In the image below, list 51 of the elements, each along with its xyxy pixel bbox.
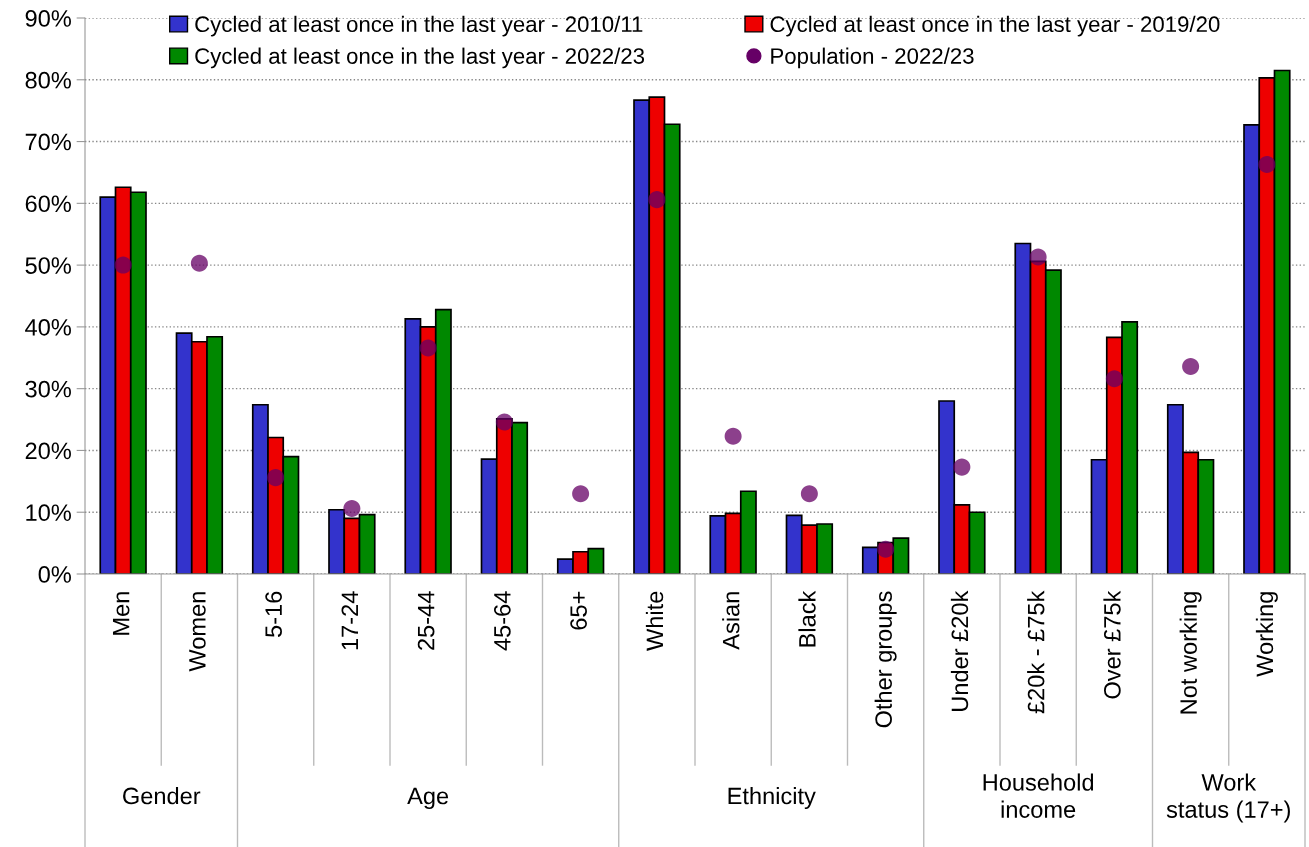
text: Ethnicity <box>728 786 816 810</box>
point <box>419 339 437 357</box>
text: Gender <box>123 786 201 805</box>
point <box>267 469 285 487</box>
x-tick-label: Men <box>112 592 130 635</box>
point <box>1258 155 1276 173</box>
x-tick-label: Asian <box>722 592 740 650</box>
point <box>495 413 513 431</box>
point <box>1105 370 1123 388</box>
text: Household income <box>983 773 1094 818</box>
legend-label: Cycled at least once in the last year - 2022/23 <box>195 47 645 69</box>
legend-label: Cycled at least once in the last year - 2010/11 <box>195 15 643 37</box>
point <box>877 540 895 558</box>
point <box>343 500 361 518</box>
y-tick-label: 10% <box>26 504 71 522</box>
y-tick-label: 50% <box>25 257 71 274</box>
point <box>953 458 971 476</box>
point <box>114 256 132 274</box>
point <box>1182 357 1200 375</box>
x-tick-label: 17-24 <box>341 591 358 650</box>
x-tick-label: 45-64 <box>493 591 511 651</box>
legend-label: Population - 2022/23 <box>771 47 974 69</box>
point <box>800 485 818 503</box>
point <box>1029 248 1047 266</box>
y-tick-label: 80% <box>25 71 71 89</box>
y-tick-label: 40% <box>25 318 71 336</box>
x-tick-label: Working <box>1255 592 1278 677</box>
y-tick-label: 0% <box>38 566 71 583</box>
x-tick-label: 65+ <box>570 591 587 630</box>
point <box>572 485 590 503</box>
text: Age <box>407 787 449 810</box>
y-tick-label: 70% <box>25 133 71 151</box>
x-tick-label: Black <box>798 590 816 647</box>
x-tick-label: Over £75k <box>1103 590 1121 699</box>
y-tick-label: 30% <box>25 380 71 398</box>
x-tick-label: Other groups <box>874 591 897 728</box>
y-tick-label: 90% <box>25 10 71 27</box>
x-tick-label: £20k - £75k <box>1027 590 1045 714</box>
point <box>190 254 208 272</box>
x-tick-label: Not working <box>1179 592 1202 714</box>
x-tick-label: 25-44 <box>417 591 435 650</box>
y-tick-label: 20% <box>25 442 71 460</box>
x-tick-label: 5-16 <box>265 591 282 637</box>
point <box>724 427 742 445</box>
legend-label: Cycled at least once in the last year - 2019/20 <box>770 15 1220 37</box>
y-tick-label: 60% <box>25 195 71 213</box>
x-tick-label: Under £20k <box>950 590 969 711</box>
x-tick-label: White <box>645 591 664 651</box>
text: Work status (17+) <box>1166 773 1290 823</box>
x-tick-label: Women <box>189 592 206 672</box>
point <box>648 191 666 209</box>
